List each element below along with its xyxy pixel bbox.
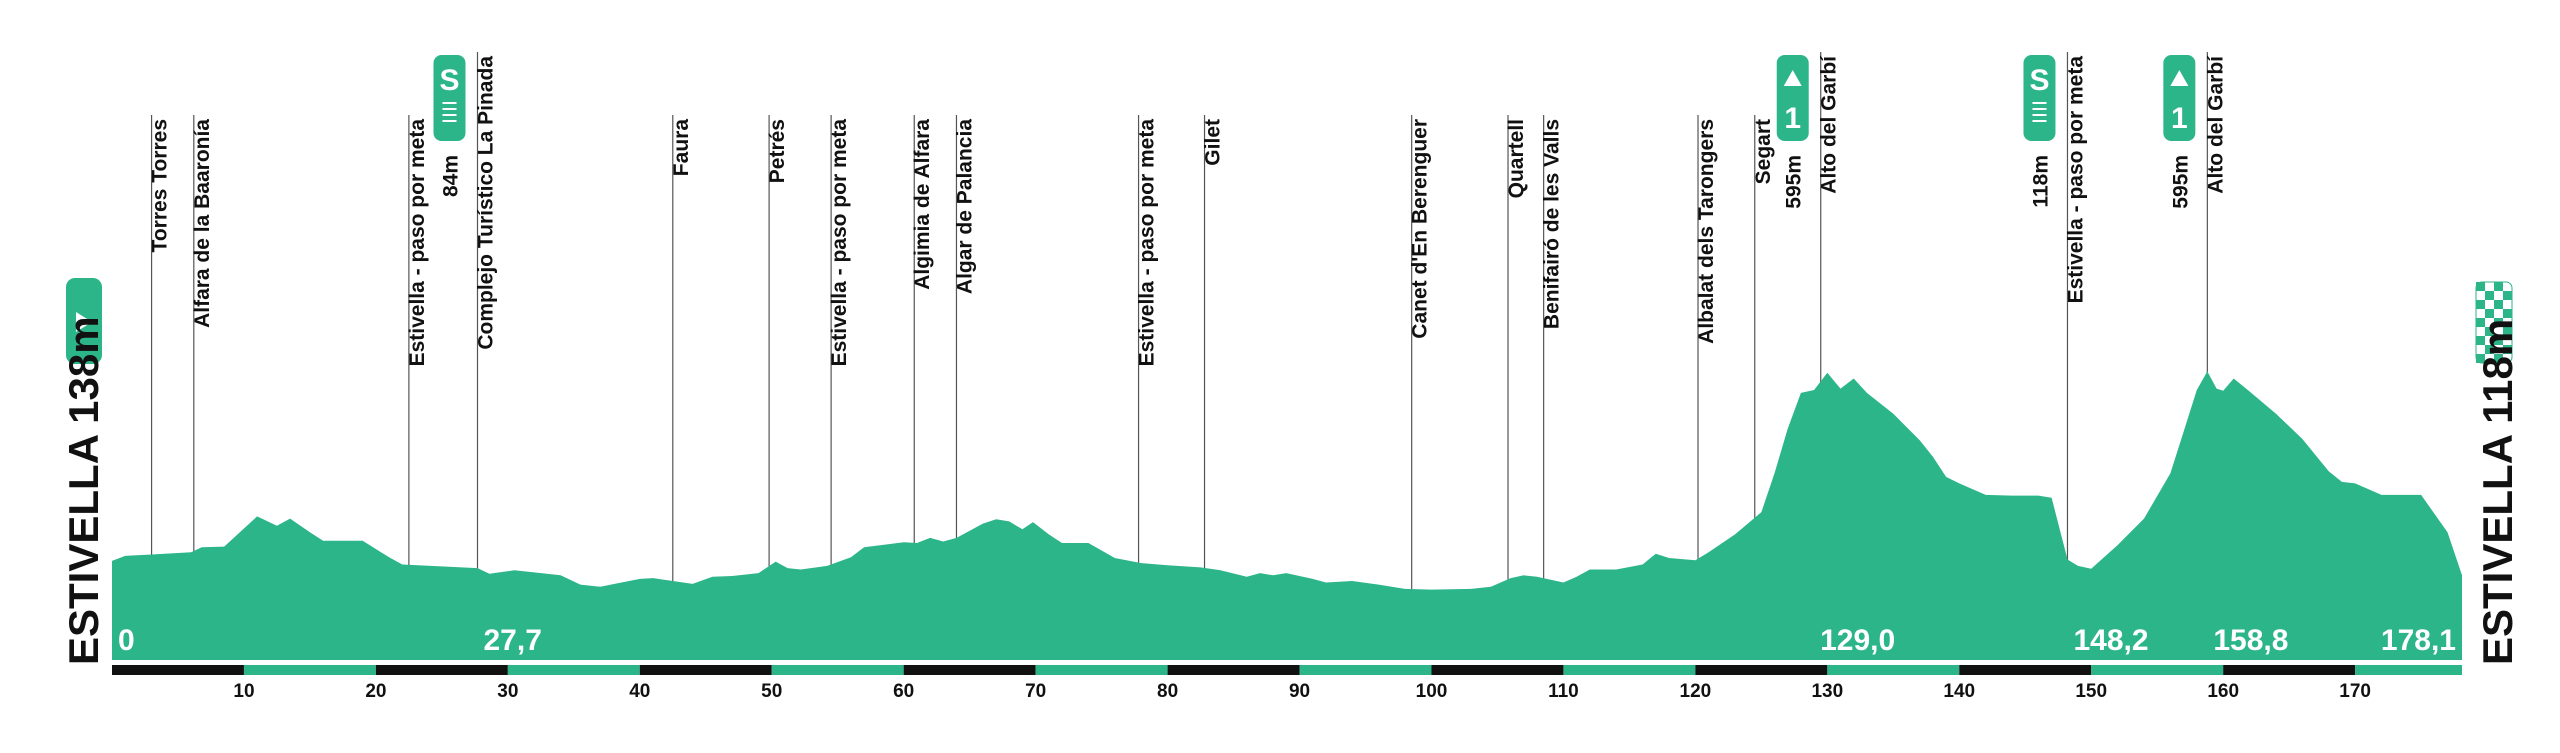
mountain-icon <box>1783 70 1802 86</box>
km-marker-label: 158,8 <box>2213 624 2288 657</box>
km-bar-segment <box>375 665 508 675</box>
km-bar-segment <box>507 665 640 675</box>
waypoint-label: Estivella - paso por meta <box>828 119 851 367</box>
km-marker-label: 0 <box>118 624 135 657</box>
km-bar-segment <box>1827 665 1960 675</box>
waypoint-altitude: 118m <box>2029 155 2052 208</box>
waypoint-label: Gilet <box>1202 119 1225 166</box>
x-tick-label: 70 <box>1025 681 1046 702</box>
sprint-badge-label: S <box>2029 64 2049 97</box>
km-bar-segment <box>243 665 376 675</box>
climb-badge <box>1776 55 1809 141</box>
waypoint-label: Algimia de Alfara <box>911 119 934 290</box>
finish-label: ESTIVELLA 118m <box>2474 319 2521 665</box>
waypoint-label: Complejo Turístico La Pinada <box>474 56 497 350</box>
km-bar-segment <box>1167 665 1300 675</box>
waypoint-label: Albalat dels Tarongers <box>1695 119 1718 344</box>
km-bar-segment <box>1299 665 1432 675</box>
climb-badge <box>2163 55 2196 141</box>
elevation-area <box>112 371 2462 660</box>
start-play-icon <box>66 278 102 364</box>
km-bar-segment <box>2223 665 2356 675</box>
sprint-badge-label: S <box>439 64 459 97</box>
waypoint-label: Faura <box>670 119 693 177</box>
x-tick-label: 140 <box>1943 681 1975 702</box>
x-tick-label: 60 <box>893 681 914 702</box>
km-bar-segment <box>112 665 244 675</box>
x-tick-label: 130 <box>1811 681 1843 702</box>
waypoint-label: Petrés <box>766 119 789 183</box>
sprint-badge <box>433 55 466 141</box>
x-tick-label: 80 <box>1157 681 1178 702</box>
waypoint-label: Alto del Garbí <box>1818 55 1841 194</box>
waypoint-label: Estivella - paso por meta <box>1136 119 1159 367</box>
x-tick-label: 160 <box>2207 681 2239 702</box>
km-bar-segment <box>1695 665 1828 675</box>
waypoint-label: Alto del Garbí <box>2204 55 2227 194</box>
climb-category-label: 1 <box>2171 102 2188 135</box>
km-bar-segment <box>2355 665 2462 675</box>
waypoint-label: Torres Torres <box>149 119 172 252</box>
x-tick-label: 30 <box>497 681 518 702</box>
x-tick-label: 10 <box>233 681 254 702</box>
x-tick-label: 90 <box>1289 681 1310 702</box>
x-tick-label: 170 <box>2339 681 2371 702</box>
waypoint-label: Canet d'En Berenguer <box>1409 119 1432 339</box>
x-tick-label: 110 <box>1548 681 1579 702</box>
x-tick-label: 120 <box>1680 681 1712 702</box>
sprint-badge <box>2023 55 2056 141</box>
waypoint-altitude: 84m <box>439 155 462 197</box>
waypoint-label: Segart <box>1752 119 1775 184</box>
km-bar-segment <box>2091 665 2224 675</box>
km-marker-label: 148,2 <box>2073 624 2148 657</box>
km-marker-label: 178,1 <box>2381 624 2456 657</box>
x-tick-label: 150 <box>2075 681 2107 702</box>
start-label: ESTIVELLA 138m <box>60 316 107 665</box>
km-bar-segment <box>1431 665 1564 675</box>
km-marker-label: 129,0 <box>1820 624 1895 657</box>
km-bar-segment <box>1563 665 1696 675</box>
climb-category-label: 1 <box>1784 102 1801 135</box>
waypoint-label: Benifairó de les Valls <box>1541 119 1564 329</box>
km-bar-segment <box>771 665 904 675</box>
waypoint-label: Estivella - paso por meta <box>2064 56 2087 304</box>
x-tick-label: 50 <box>761 681 782 702</box>
waypoint-label: Alfara de la Baaronía <box>191 119 214 328</box>
x-tick-label: 40 <box>629 681 650 702</box>
km-bar-segment <box>903 665 1036 675</box>
waypoint-altitude: 595m <box>2169 155 2192 209</box>
km-bar-segment <box>639 665 772 675</box>
km-bar-segment <box>1035 665 1168 675</box>
finish-checkered-flag-icon <box>2475 281 2513 364</box>
waypoint-label: Estivella - paso por meta <box>406 119 429 367</box>
mountain-icon <box>2170 70 2189 86</box>
waypoint-label: Quartell <box>1505 119 1528 198</box>
x-tick-label: 20 <box>365 681 386 702</box>
waypoint-label: Algar de Palancia <box>953 119 976 294</box>
km-marker-label: 27,7 <box>483 624 541 657</box>
waypoint-altitude: 595m <box>1783 155 1806 209</box>
x-tick-label: 100 <box>1416 681 1448 702</box>
km-bar-segment <box>1959 665 2092 675</box>
